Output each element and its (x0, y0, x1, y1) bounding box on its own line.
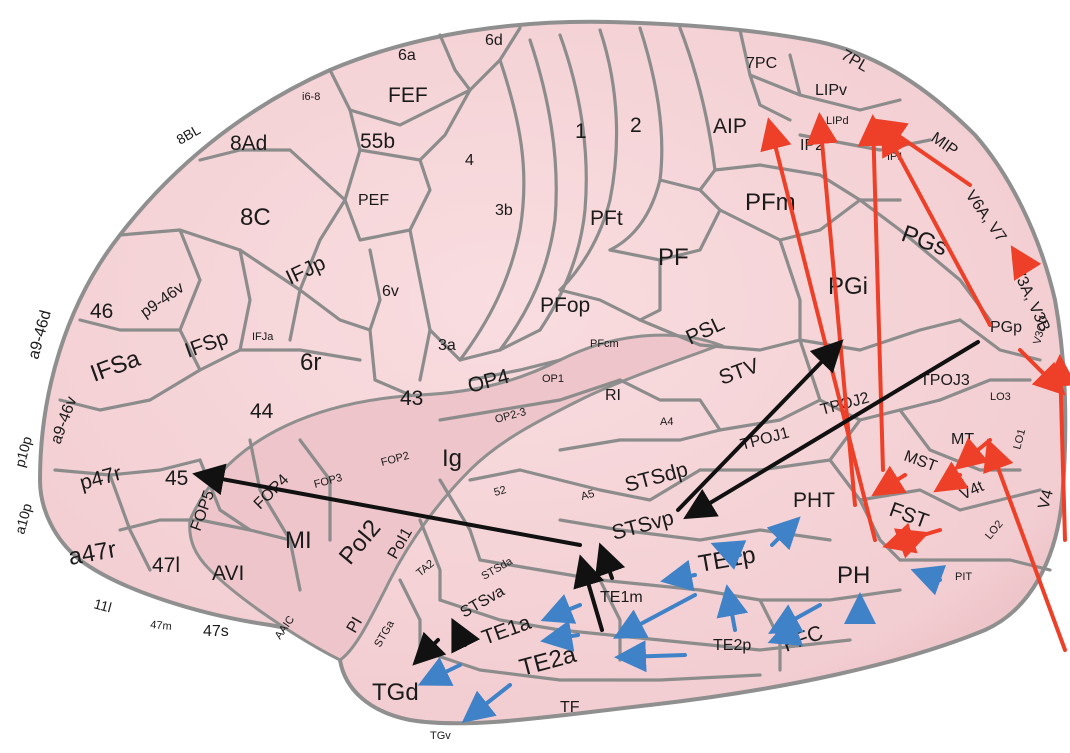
label-v4: V4 (1035, 488, 1057, 511)
label-ph: PH (837, 562, 870, 589)
blue-arrow (540, 594, 582, 624)
label-46: 46 (90, 300, 113, 323)
label-8bl: 8BL (174, 121, 204, 147)
label-47s: 47s (203, 623, 229, 640)
black-arrow (676, 339, 844, 512)
blue-arrow (660, 559, 697, 592)
blue-arrow (612, 593, 697, 639)
black-arrow (412, 631, 447, 666)
black-arrows (192, 339, 980, 666)
red-arrow (953, 437, 992, 471)
label-pit: PIT (955, 571, 972, 583)
black-arrow (192, 463, 582, 547)
label-te1m: TE1m (600, 589, 643, 606)
red-arrow (806, 112, 857, 507)
label-mt: MT (951, 431, 974, 448)
label-ri: RI (605, 387, 621, 404)
label-8ad: 8Ad (230, 132, 267, 155)
label-7pc: 7PC (746, 55, 777, 72)
label-6a: 6a (398, 47, 416, 64)
label-te2p: TE2p (713, 637, 751, 654)
red-arrow (760, 117, 877, 542)
blue-arrow (716, 584, 749, 632)
blue-arrow (766, 516, 801, 551)
label-tgd: TGd (372, 679, 419, 706)
label-4: 4 (465, 152, 474, 169)
label-6r: 6r (300, 349, 321, 376)
red-arrow (893, 528, 930, 559)
label-44: 44 (250, 400, 274, 423)
label-mi: MI (285, 527, 312, 554)
label-pi: PI (344, 614, 366, 636)
blue-arrow (540, 620, 580, 652)
black-arrow (573, 554, 605, 632)
label-2: 2 (630, 114, 642, 137)
label-pgp: PGp (990, 319, 1022, 336)
red-arrow (983, 438, 1067, 652)
red-arrow (857, 114, 890, 472)
label-ig: Ig (442, 445, 462, 472)
label-i6-8: i6-8 (302, 91, 320, 103)
label-lipd: LIPd (826, 115, 849, 127)
label-lipv: LIPv (815, 82, 847, 99)
label-p10p: p10p (11, 434, 35, 468)
red-arrow (881, 122, 992, 327)
label-pf: PF (658, 244, 689, 271)
cortex-surface (37, 19, 1068, 726)
parcel-borders (53, 26, 1052, 682)
label-47l: 47l (152, 554, 180, 577)
label-6v: 6v (382, 283, 399, 300)
label-tgv: TGv (430, 730, 451, 742)
label-a5: A5 (580, 488, 596, 503)
label-avi: AVI (212, 562, 244, 585)
label-a4: A4 (660, 416, 673, 428)
blue-arrow (461, 683, 512, 723)
label-op1: OP1 (542, 373, 564, 385)
blue-arrow (910, 565, 947, 596)
label-52: 52 (493, 484, 508, 499)
label-tpoj3: TPOJ3 (920, 372, 970, 389)
label-47m: 47m (150, 619, 172, 633)
label-fef: FEF (388, 84, 428, 107)
blue-arrow (767, 616, 804, 646)
label-8c: 8C (240, 204, 271, 231)
label-55b: 55b (360, 130, 395, 153)
label-11l: 11l (92, 595, 113, 615)
label-lo3: LO3 (990, 391, 1011, 403)
label-a10p: a10p (11, 501, 35, 535)
blue-arrow (417, 657, 462, 686)
label-a9-46d: a9-46d (25, 309, 54, 362)
label-1: 1 (575, 120, 587, 143)
black-arrow (451, 617, 481, 654)
label-aip: AIP (713, 115, 747, 138)
label-lo1: LO1 (1011, 428, 1028, 451)
red-arrow (933, 461, 969, 493)
label-45: 45 (165, 467, 188, 490)
red-arrow (1010, 245, 1042, 281)
red-arrow (873, 118, 972, 187)
label-pfop: PFop (540, 294, 590, 317)
label-tf: TF (560, 699, 580, 716)
black-arrow (683, 340, 980, 520)
label-3b: 3b (495, 202, 513, 219)
red-arrow (1018, 348, 1066, 396)
label-6d: 6d (485, 32, 503, 49)
label-pef: PEF (358, 192, 389, 209)
blue-arrows (417, 516, 947, 723)
label-43: 43 (400, 387, 423, 410)
label-pht: PHT (793, 489, 835, 512)
label-3a: 3a (438, 337, 456, 354)
label-pfcm: PFcm (590, 338, 619, 350)
label-ifja: IFJa (252, 331, 274, 343)
red-arrow (871, 465, 907, 497)
label-pft: PFt (590, 207, 623, 230)
blue-arrow (614, 640, 687, 673)
red-arrows (760, 112, 1070, 652)
blue-arrow (710, 540, 747, 570)
